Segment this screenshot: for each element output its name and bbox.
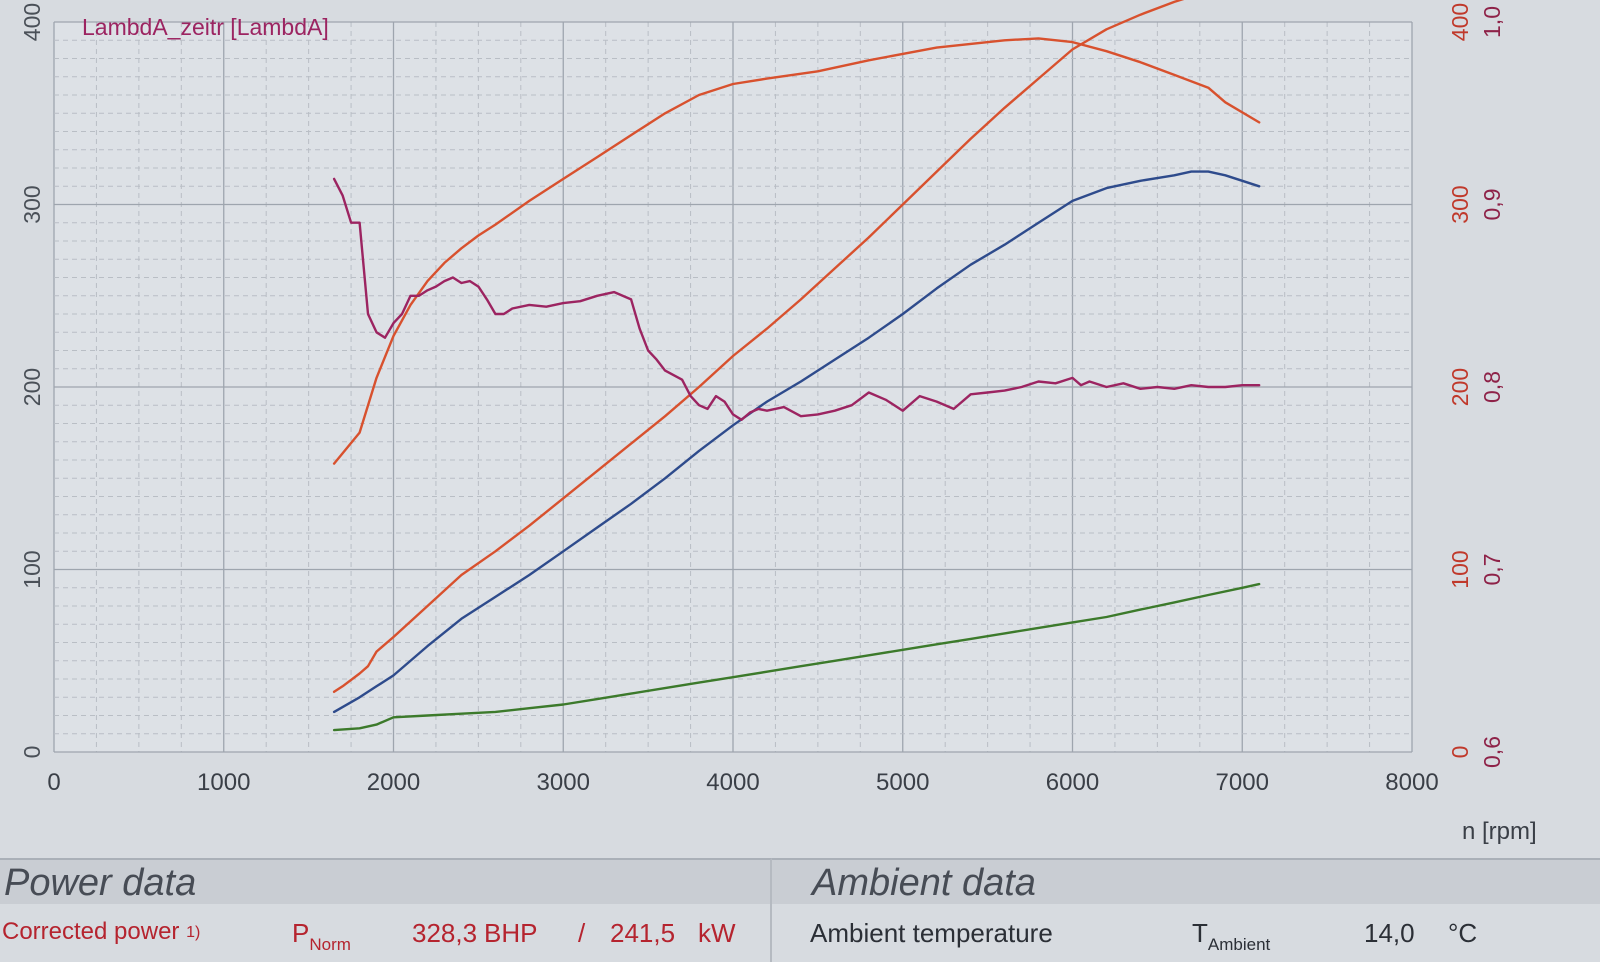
ambient-temperature-value: 14,0 (1364, 918, 1415, 948)
x-tick-label: 4000 (706, 769, 759, 796)
footnote-marker: 1) (186, 924, 201, 941)
right-lambda-tick-label: 0,7 (1479, 554, 1505, 586)
power-value-kw: 241,5 (610, 918, 676, 948)
left-axis-tick-label: 200 (19, 368, 45, 406)
lambda-line (332, 177, 1261, 421)
right-power-tick-label: 100 (1447, 550, 1473, 588)
right-lambda-tick-label: 1,0 (1479, 6, 1505, 38)
wheel-power-line (332, 170, 1261, 714)
x-tick-label: 7000 (1216, 769, 1269, 796)
left-axis-tick-label: 300 (19, 185, 45, 223)
x-tick-label: 2000 (367, 769, 420, 796)
x-axis-label: n [rpm] (1462, 818, 1537, 845)
x-tick-label: 1000 (197, 769, 250, 796)
ambient-symbol: TAmbient (1192, 918, 1270, 955)
power-symbol-letter: P (292, 918, 310, 948)
ambient-symbol-letter: T (1192, 918, 1208, 948)
x-tick-label: 6000 (1046, 769, 1099, 796)
power-unit-bhp: BHP (484, 918, 538, 948)
power-unit-kw: kW (698, 918, 736, 948)
power-data-title: Power data (0, 860, 770, 904)
ambient-temperature-row: Ambient temperature TAmbient 14,0 °C (772, 904, 1600, 960)
ambient-symbol-sub: Ambient (1207, 935, 1271, 954)
x-tick-label: 0 (47, 769, 60, 796)
left-axis-tick-label: 100 (19, 550, 45, 588)
power-data-panel: Power data Corrected power 1) PNorm 328,… (0, 858, 772, 962)
x-tick-label: 3000 (537, 769, 590, 796)
left-axis-tick-label: 0 (19, 746, 45, 759)
power-symbol: PNorm (292, 918, 351, 955)
corrected-power-row: Corrected power 1) PNorm 328,3 BHP / 241… (0, 904, 770, 960)
right-lambda-tick-label: 0,8 (1479, 371, 1505, 403)
right-lambda-tick-label: 0,6 (1479, 736, 1505, 768)
corrected-power-label: Corrected power 1) (2, 918, 200, 946)
power-line (332, 0, 1185, 693)
right-power-tick-label: 300 (1447, 185, 1473, 223)
ambient-data-panel: Ambient data Ambient temperature TAmbien… (772, 858, 1600, 962)
x-tick-label: 5000 (876, 769, 929, 796)
x-tick-label: 8000 (1385, 769, 1438, 796)
corrected-power-text: Corrected power (2, 918, 180, 945)
right-power-tick-label: 200 (1447, 368, 1473, 406)
loss-power-line (332, 582, 1261, 732)
right-power-tick-label: 400 (1447, 3, 1473, 41)
power-value-bhp: 328,3 (412, 918, 478, 948)
right-power-tick-label: 0 (1447, 746, 1473, 759)
legend-lambda-label: LambdA_zeitr [LambdA] (82, 14, 329, 40)
dyno-chart: 0 1000 2000 3000 4000 5000 6000 7000 80000100200… (19, 0, 1505, 796)
ambient-temperature-unit: °C (1448, 918, 1478, 948)
torque-line (332, 37, 1261, 465)
left-axis-tick-label: 400 (19, 3, 45, 41)
power-separator: / (578, 918, 586, 948)
power-symbol-sub: Norm (309, 935, 351, 954)
ambient-data-title: Ambient data (772, 860, 1600, 904)
right-lambda-tick-label: 0,9 (1479, 189, 1505, 221)
ambient-temperature-label: Ambient temperature (810, 918, 1053, 948)
